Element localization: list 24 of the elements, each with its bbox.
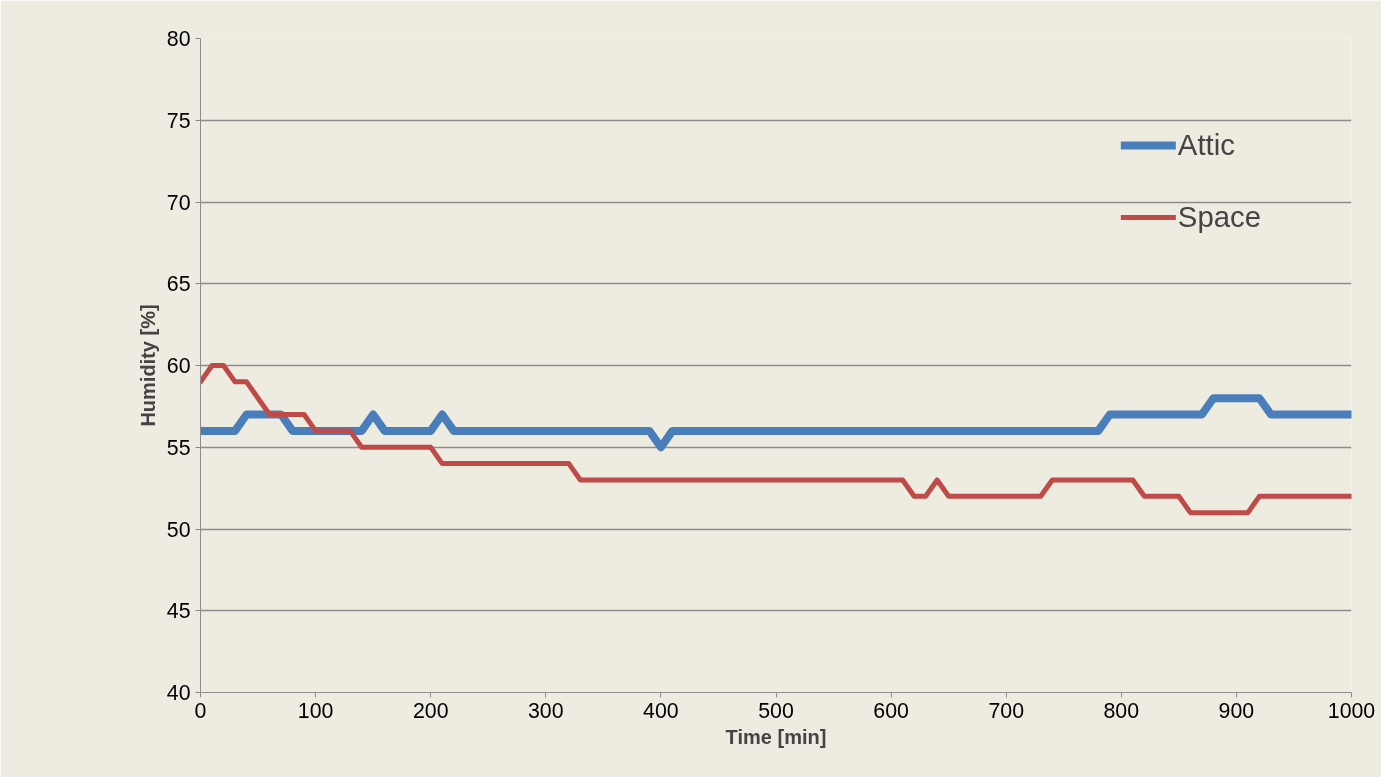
x-tick-label: 300 [528, 698, 564, 723]
y-tick-label: 80 [166, 27, 191, 51]
x-tick-label: 100 [297, 698, 334, 723]
y-tick-label: 70 [166, 190, 191, 215]
y-tick-label: 55 [166, 435, 191, 460]
x-tick-label: 600 [873, 698, 910, 723]
y-tick-label: 65 [166, 272, 191, 297]
x-axis-title: Time [min] [725, 725, 827, 748]
y-tick-label: 75 [166, 108, 191, 133]
x-tick-label: 1000 [1327, 698, 1376, 723]
y-tick-label: 60 [166, 354, 191, 378]
x-tick-label: 900 [1218, 698, 1255, 723]
legend-label: Space [1177, 200, 1261, 234]
x-tick-label: 400 [643, 698, 679, 723]
x-tick-label: 800 [1103, 698, 1140, 723]
x-tick-label: 700 [988, 698, 1025, 723]
y-tick-label: 50 [166, 517, 191, 542]
x-tick-label: 200 [412, 698, 449, 723]
x-tick-label: 500 [758, 698, 794, 723]
legend-label: Attic [1177, 128, 1235, 162]
x-tick-label: 0 [194, 698, 207, 723]
y-axis-title: Humidity [%] [136, 304, 159, 427]
y-tick-label: 45 [166, 599, 191, 624]
y-tick-label: 40 [166, 681, 191, 705]
